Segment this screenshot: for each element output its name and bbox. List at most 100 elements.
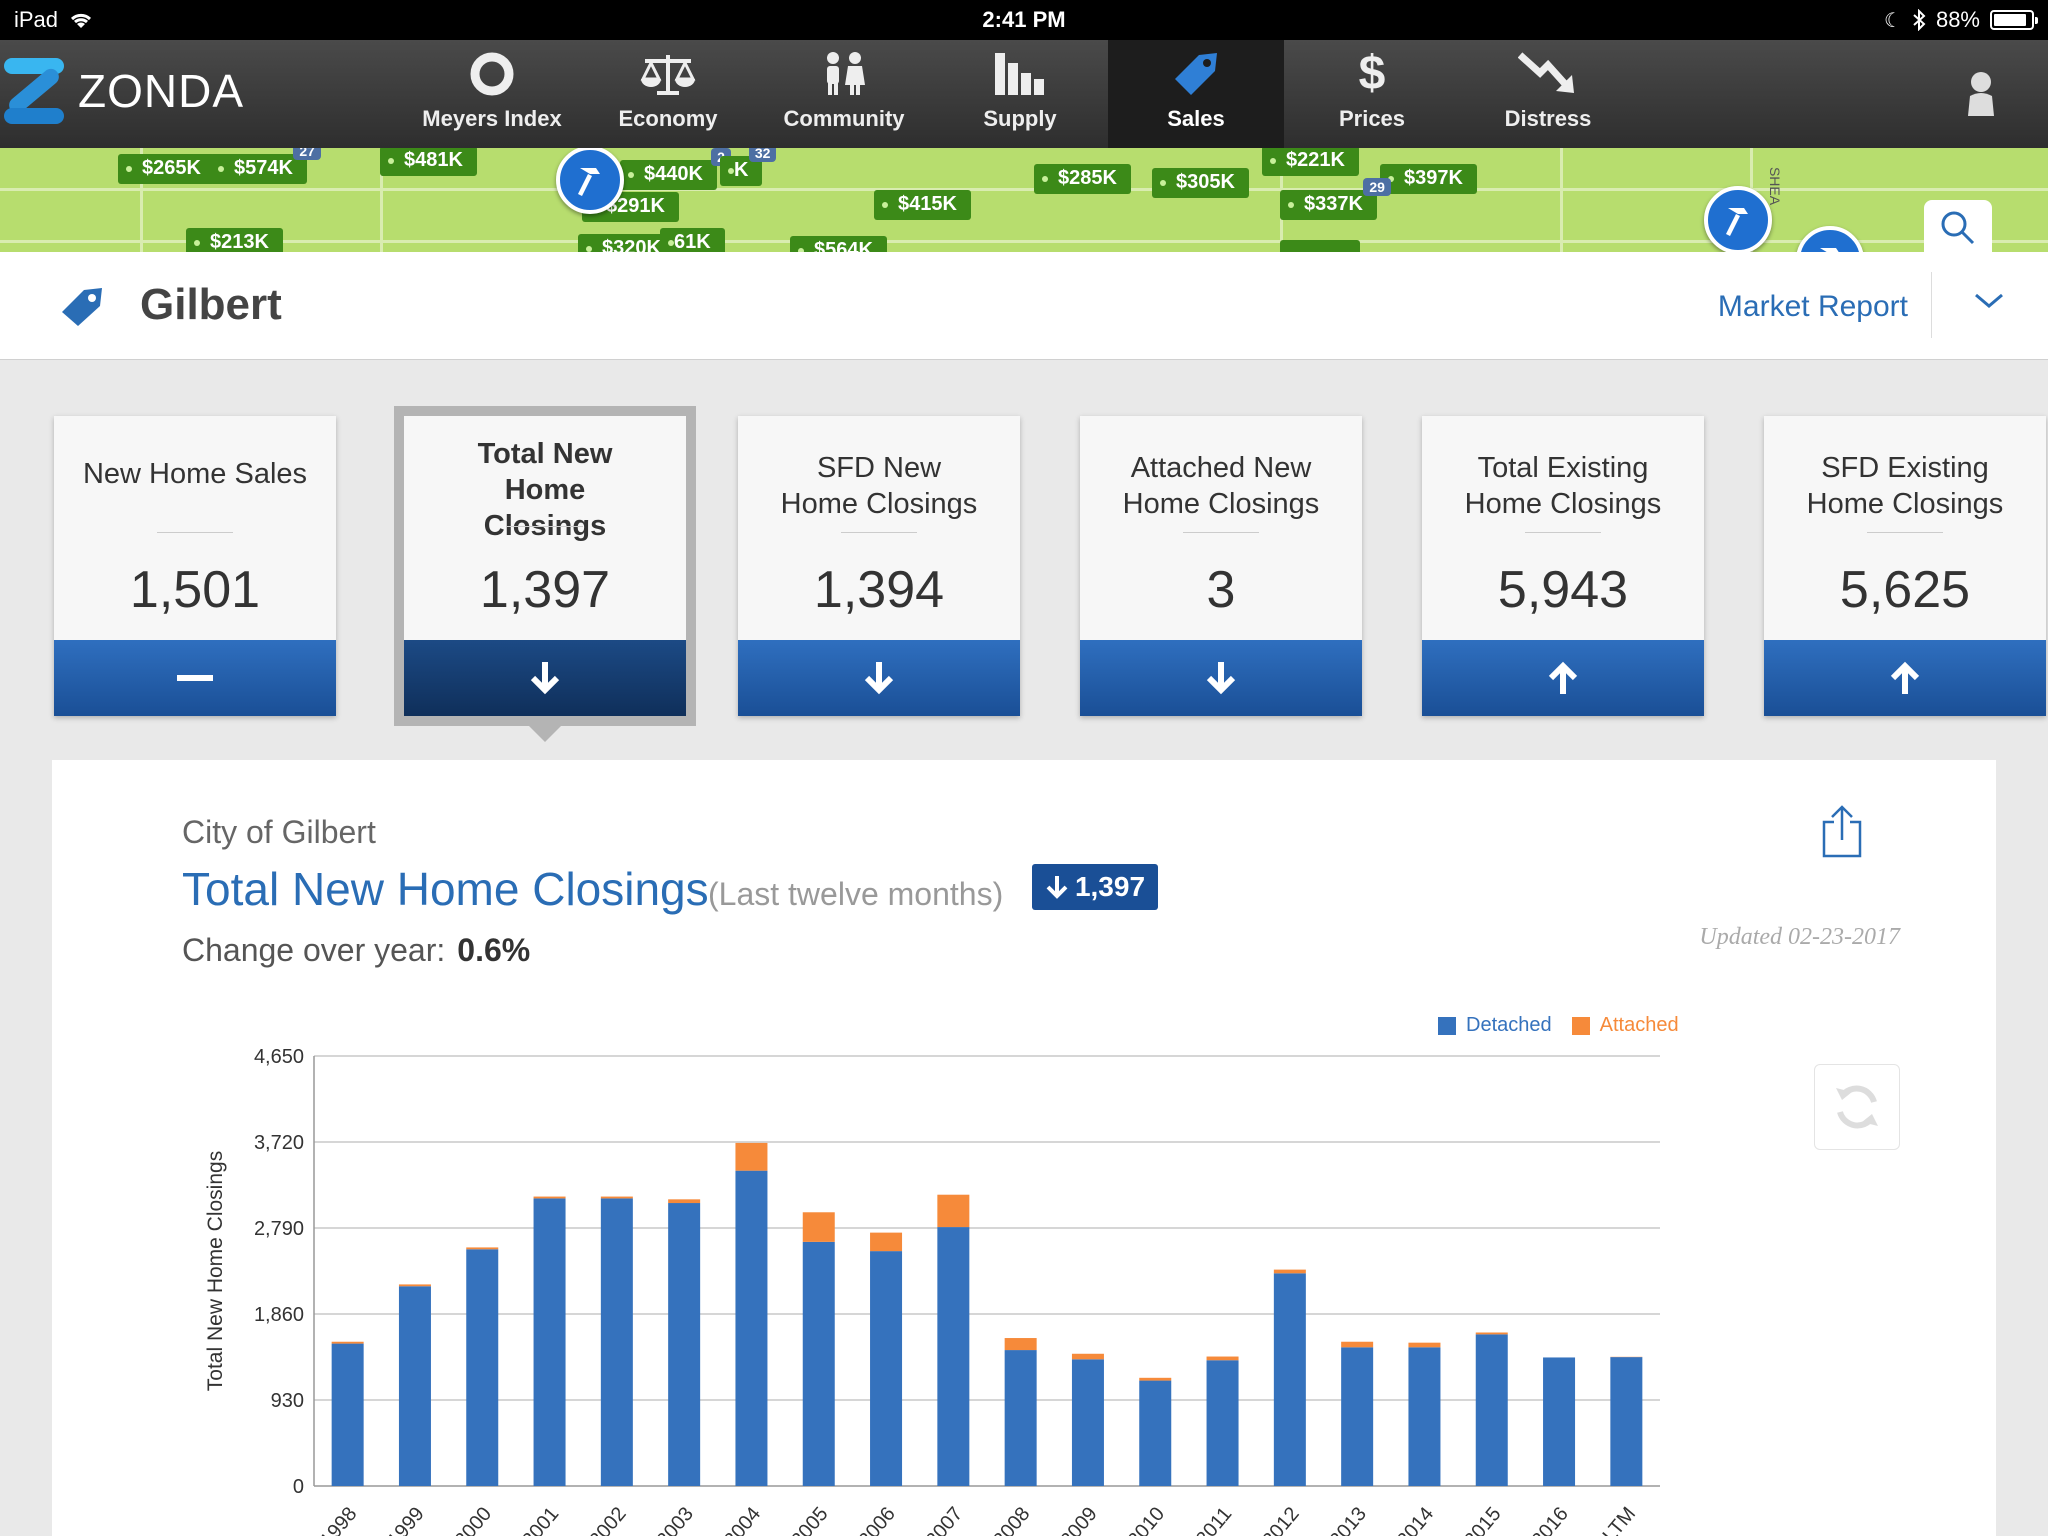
- tab-economy[interactable]: Economy: [580, 40, 756, 148]
- x-tick-label: 1998: [316, 1503, 361, 1536]
- bar-detached: [1273, 1273, 1306, 1486]
- price-tag[interactable]: $337K 29: [1280, 178, 1391, 220]
- legend-swatch: [1571, 1016, 1590, 1035]
- card-sfd-new-home-closings[interactable]: SFD New Home Closings 1,394: [738, 416, 1020, 716]
- tab-distress[interactable]: Distress: [1460, 40, 1636, 148]
- page-title: Gilbert: [140, 280, 282, 329]
- selected-card-pointer: [529, 726, 561, 742]
- bar-attached: [1475, 1332, 1508, 1335]
- tag-icon: [62, 288, 102, 326]
- chevron-down-icon[interactable]: [1972, 290, 2006, 312]
- people-icon: [827, 52, 865, 95]
- change-value: 0.6%: [457, 932, 531, 968]
- user-button[interactable]: [1964, 70, 1998, 123]
- zonda-logo[interactable]: ZONDA: [4, 56, 244, 126]
- price-tag[interactable]: $221K: [1262, 148, 1359, 176]
- bar-detached: [1475, 1334, 1508, 1486]
- dash-icon: [177, 675, 213, 681]
- bars-icon: [995, 53, 1044, 95]
- cluster-count: 27: [293, 148, 321, 160]
- user-icon: [1968, 72, 1994, 116]
- legend-item-attached[interactable]: Attached: [1571, 1014, 1679, 1037]
- scales-icon: [640, 55, 696, 95]
- cluster-count: 29: [1363, 178, 1391, 196]
- bar-detached: [1004, 1350, 1037, 1486]
- price-tag[interactable]: $574K 27: [210, 148, 321, 184]
- price-tag[interactable]: $285K: [1034, 164, 1131, 194]
- card-attached-new-home-closings[interactable]: Attached New Home Closings 3: [1080, 416, 1362, 716]
- card-trend-bar: [404, 640, 686, 716]
- bar-attached: [870, 1232, 903, 1252]
- builder-marker[interactable]: [556, 148, 624, 214]
- y-tick-label: 4,650: [254, 1046, 304, 1068]
- arrow-down-icon: [530, 662, 560, 695]
- page-header: Gilbert Market Report: [0, 252, 2048, 360]
- x-tick-label: 2006: [854, 1503, 899, 1536]
- bar-detached: [1610, 1357, 1643, 1486]
- tab-supply[interactable]: Supply: [932, 40, 1108, 148]
- tab-label: Economy: [618, 106, 718, 131]
- price-tag[interactable]: $305K: [1152, 168, 1249, 198]
- legend-item-detached[interactable]: Detached: [1438, 1014, 1552, 1037]
- price-tag[interactable]: K 32: [720, 148, 777, 186]
- builder-marker[interactable]: [1796, 226, 1864, 252]
- y-tick-label: 930: [271, 1390, 304, 1412]
- price-tag[interactable]: $564K: [790, 236, 887, 252]
- card-divider: [841, 532, 917, 533]
- card-label: New Home Sales: [82, 458, 308, 490]
- price-tag[interactable]: 61K: [660, 228, 725, 252]
- market-report-link[interactable]: Market Report: [1717, 290, 1908, 323]
- card-value: 5,625: [1839, 561, 1971, 619]
- share-icon: [1822, 805, 1862, 858]
- price-tag[interactable]: [1280, 240, 1360, 252]
- card-divider: [1525, 532, 1601, 533]
- x-tick-label: 1999: [383, 1503, 428, 1536]
- card-label: SFD Existing Home Closings: [1806, 452, 2004, 520]
- refresh-button[interactable]: [1814, 1064, 1900, 1150]
- x-tick-label: 2007: [922, 1503, 967, 1536]
- legend-label: Attached: [1599, 1014, 1679, 1036]
- tab-community[interactable]: Community: [756, 40, 932, 148]
- price-tag[interactable]: $320K: [578, 234, 675, 252]
- card-sfd-existing-home-closings[interactable]: SFD Existing Home Closings 5,625: [1764, 416, 2046, 716]
- price-tag[interactable]: $415K: [874, 190, 971, 220]
- detail-subtitle: City of Gilbert: [182, 814, 376, 850]
- tab-sales[interactable]: Sales: [1108, 40, 1284, 148]
- price-tag[interactable]: $481K: [380, 148, 477, 176]
- arrow-down-icon: [1206, 662, 1236, 695]
- bar-detached: [1206, 1360, 1239, 1486]
- tab-prices[interactable]: $ Prices: [1284, 40, 1460, 148]
- y-tick-label: 2,790: [254, 1218, 304, 1240]
- cluster-count: 32: [748, 148, 777, 162]
- builder-marker[interactable]: [1704, 186, 1772, 252]
- bar-attached: [1004, 1338, 1037, 1351]
- bar-attached: [398, 1284, 431, 1287]
- nav-tabs: Meyers Index Economy Community Supply Sa…: [404, 40, 1636, 148]
- tab-label: Community: [783, 106, 905, 131]
- bar-detached: [1071, 1359, 1104, 1486]
- price-tag[interactable]: $213K: [186, 228, 283, 252]
- bar-detached: [802, 1241, 835, 1486]
- card-label: SFD New Home Closings: [780, 452, 978, 520]
- trend-down-icon: [1518, 52, 1574, 93]
- share-button[interactable]: [1820, 804, 1864, 865]
- tab-label: Distress: [1504, 106, 1592, 131]
- bar-attached: [331, 1341, 364, 1344]
- tab-meyers-index[interactable]: Meyers Index: [404, 40, 580, 148]
- price-tag[interactable]: $440K2: [620, 148, 731, 190]
- map-search-button[interactable]: [1924, 200, 1992, 252]
- bar-attached: [937, 1194, 970, 1228]
- card-total-existing-home-closings[interactable]: Total Existing Home Closings 5,943: [1422, 416, 1704, 716]
- battery-icon: [1990, 10, 2038, 30]
- card-value: 1,501: [129, 561, 261, 619]
- card-new-home-sales[interactable]: New Home Sales 1,501: [54, 416, 336, 716]
- price-tag[interactable]: $265K: [118, 154, 215, 184]
- price-tag[interactable]: $397K: [1380, 164, 1477, 194]
- bar-detached: [1408, 1347, 1441, 1486]
- street-label: SHEA: [1767, 166, 1784, 206]
- tab-label: Meyers Index: [422, 106, 562, 131]
- card-total-new-home-closings[interactable]: Total New Home Closings 1,397: [394, 406, 696, 726]
- circle-icon: [470, 52, 514, 96]
- moon-icon: ☾: [1884, 9, 1902, 32]
